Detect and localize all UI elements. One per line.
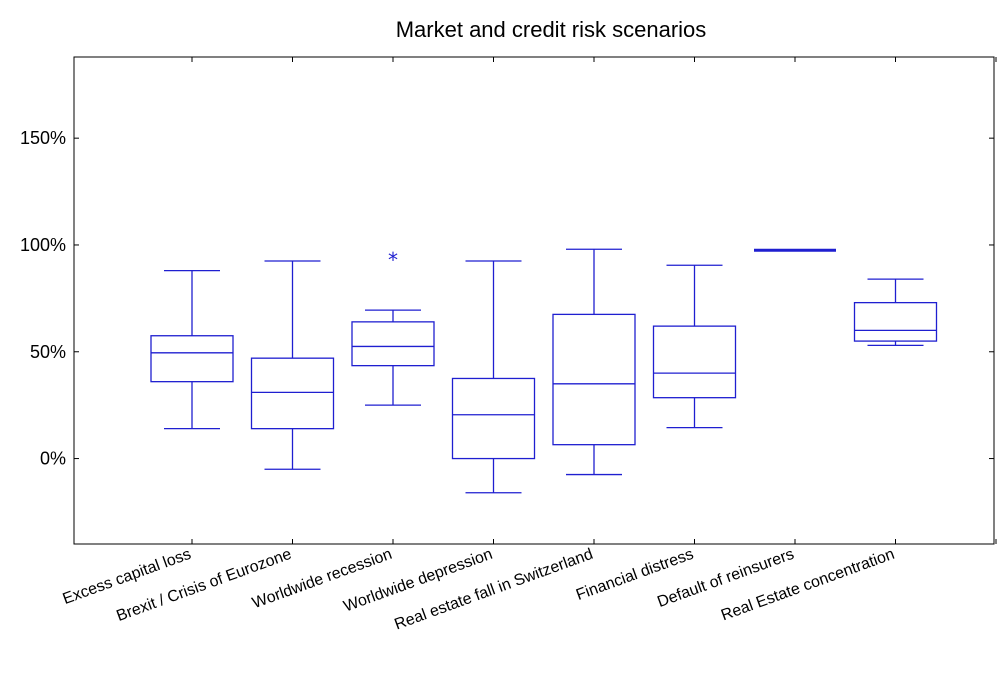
box-iqr xyxy=(351,321,435,367)
box-group xyxy=(150,269,234,430)
y-tick-label: 0% xyxy=(40,449,66,469)
box-iqr xyxy=(451,377,536,460)
box-group xyxy=(451,260,536,494)
y-tick-label: 100% xyxy=(20,235,66,255)
chart-title: Market and credit risk scenarios xyxy=(396,17,707,42)
box-group xyxy=(250,260,335,470)
box-group xyxy=(652,264,737,429)
box-group: * xyxy=(351,248,435,406)
box-iqr xyxy=(150,335,234,383)
box-iqr xyxy=(853,301,938,342)
box-group xyxy=(853,278,938,347)
plot-area-frame xyxy=(73,56,995,545)
box-iqr xyxy=(552,313,636,446)
x-category-label: Real Estate concentration xyxy=(719,546,897,625)
x-category-label: Brexit / Crisis of Eurozone xyxy=(114,546,294,625)
outlier-marker: * xyxy=(388,248,398,272)
y-tick-label: 50% xyxy=(30,342,66,362)
box-iqr xyxy=(652,325,737,399)
y-tick-label: 150% xyxy=(20,128,66,148)
box-group xyxy=(552,248,636,476)
y-axis: 0% 50% 100% 150% xyxy=(20,128,994,469)
box-series: * xyxy=(150,248,938,494)
box-iqr xyxy=(250,357,335,430)
